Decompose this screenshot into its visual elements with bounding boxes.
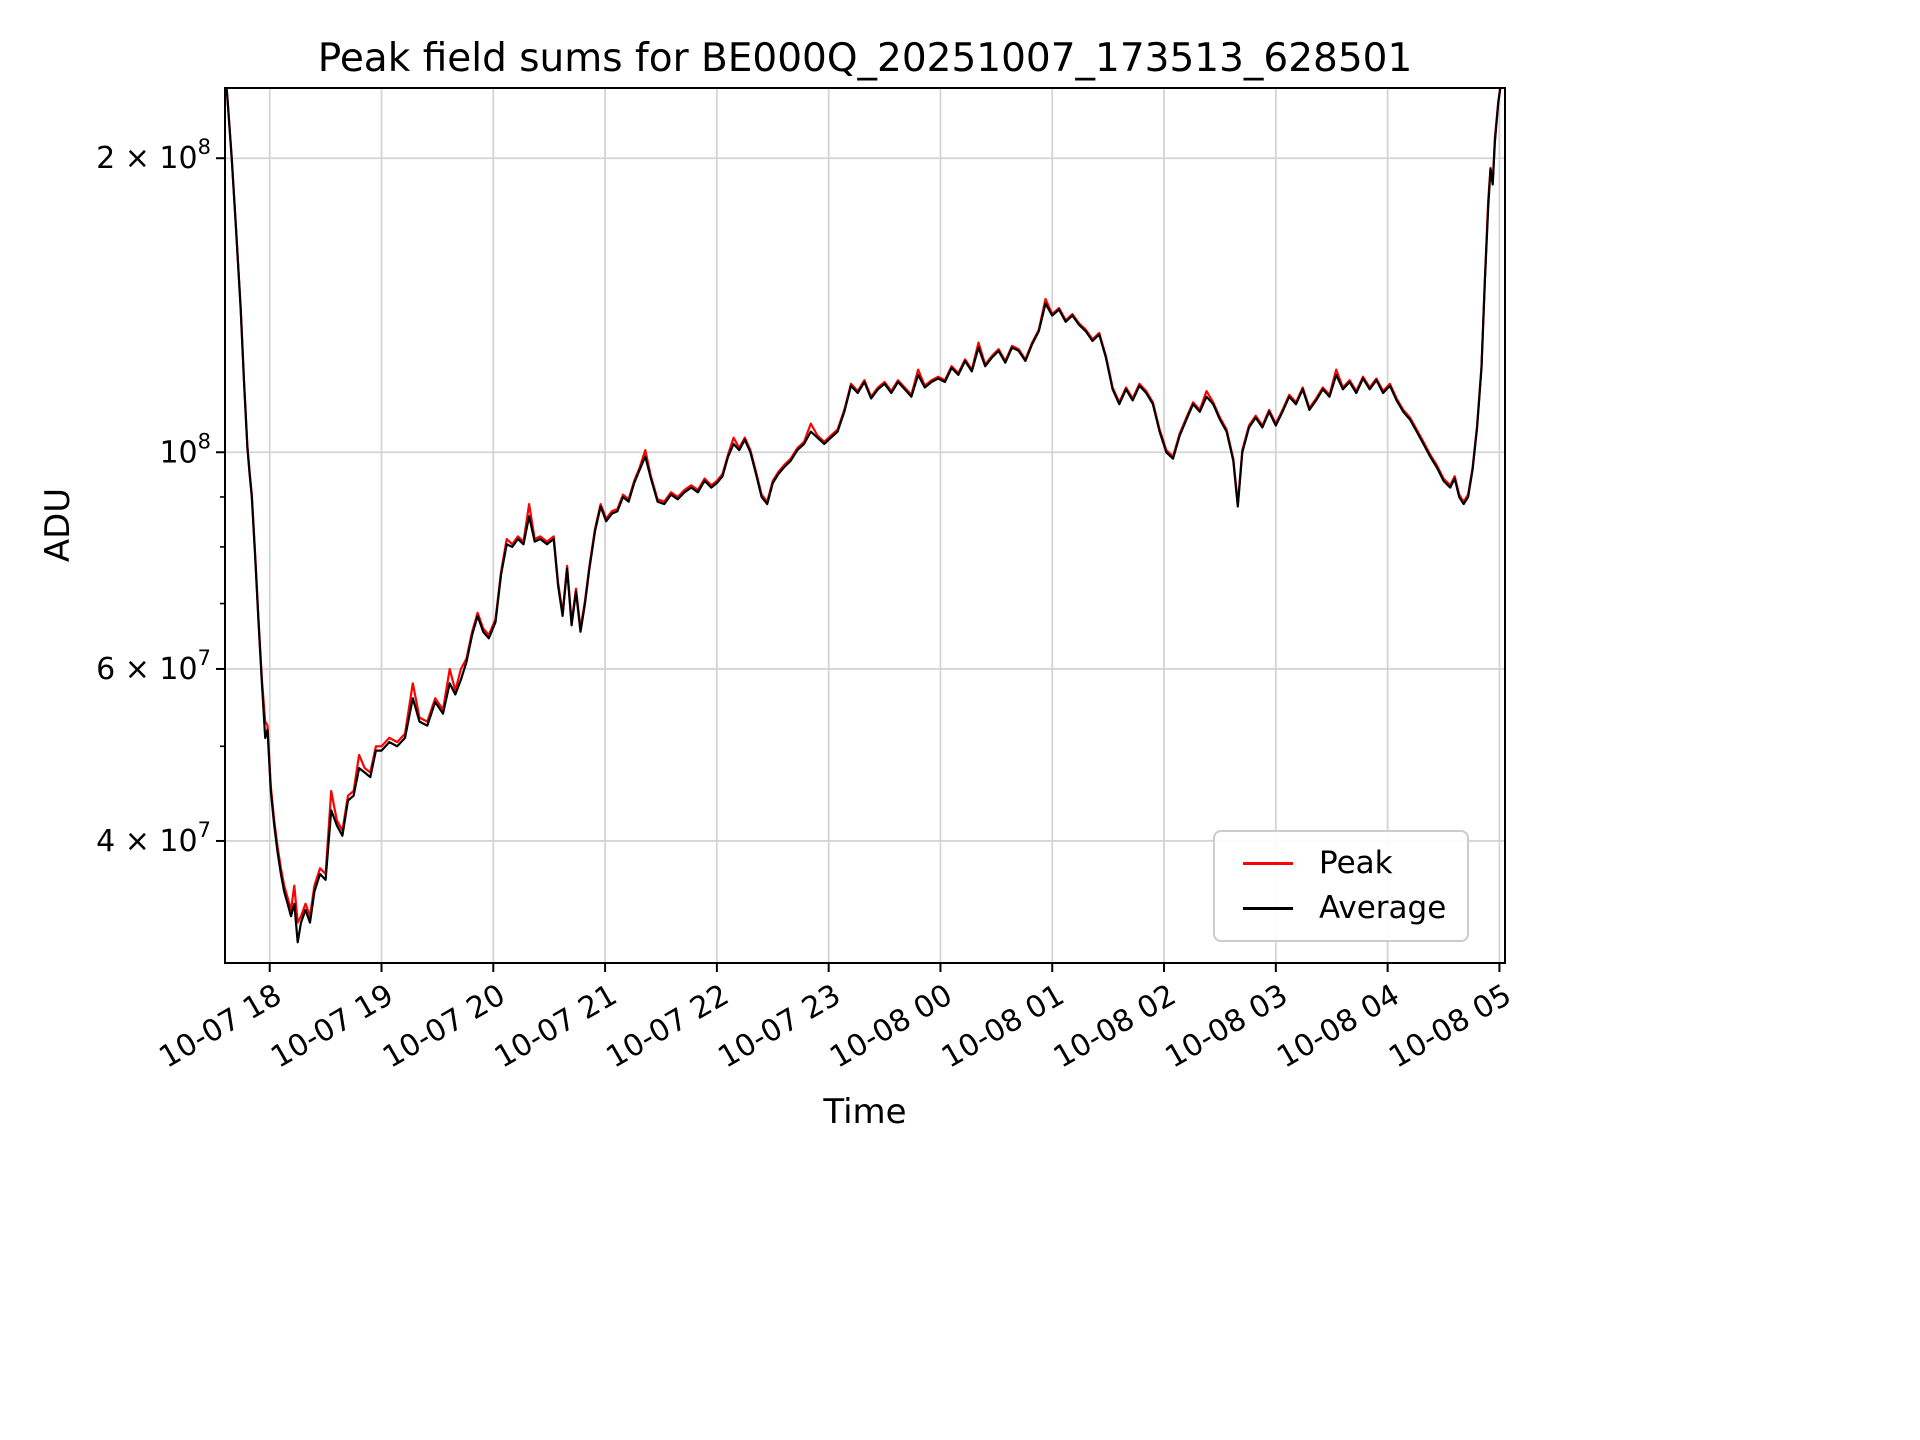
average-line-swatch <box>1243 907 1293 910</box>
svg-text:10-08 05: 10-08 05 <box>1383 978 1517 1076</box>
svg-text:10-08 02: 10-08 02 <box>1048 978 1182 1076</box>
svg-text:10-08 04: 10-08 04 <box>1271 978 1405 1076</box>
svg-text:6 × 107: 6 × 107 <box>96 646 211 687</box>
x-axis-label: Time <box>823 1092 907 1132</box>
svg-text:10-08 00: 10-08 00 <box>824 978 958 1076</box>
svg-text:10-07 19: 10-07 19 <box>265 978 399 1076</box>
svg-text:10-07 23: 10-07 23 <box>712 978 846 1076</box>
legend-label-average: Average <box>1319 890 1447 926</box>
chart-title: Peak field sums for BE000Q_20251007_1735… <box>317 36 1413 81</box>
legend-label-peak: Peak <box>1319 845 1393 881</box>
svg-text:2 × 108: 2 × 108 <box>96 135 211 176</box>
legend: Peak Average <box>1213 830 1469 942</box>
svg-text:10-08 01: 10-08 01 <box>936 978 1070 1076</box>
legend-item-peak: Peak <box>1243 848 1467 879</box>
svg-text:4 × 107: 4 × 107 <box>96 818 211 859</box>
svg-text:10-07 18: 10-07 18 <box>153 978 287 1076</box>
svg-text:10-07 21: 10-07 21 <box>489 978 623 1076</box>
svg-text:10-08 03: 10-08 03 <box>1160 978 1294 1076</box>
svg-text:108: 108 <box>159 429 211 470</box>
svg-text:10-07 22: 10-07 22 <box>601 978 735 1076</box>
svg-text:10-07 20: 10-07 20 <box>377 978 511 1076</box>
legend-item-average: Average <box>1243 893 1467 924</box>
peak-line-swatch <box>1243 862 1293 865</box>
y-axis-label: ADU <box>38 487 78 563</box>
